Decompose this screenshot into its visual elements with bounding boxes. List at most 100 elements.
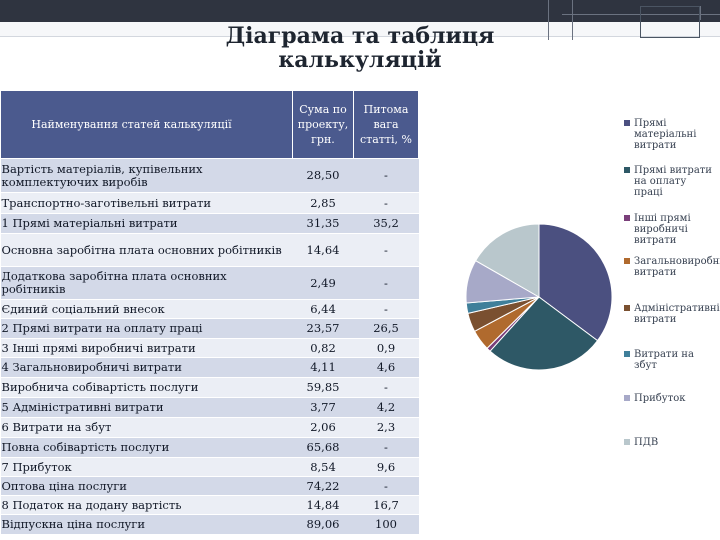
row-share: -	[353, 437, 419, 458]
row-name: Єдиний соціальний внесок	[0, 299, 293, 319]
slide-top-bar	[0, 0, 720, 22]
table-row: 7 Прибуток 8,54 9,6	[0, 457, 419, 477]
decor-line	[700, 6, 701, 20]
legend-swatch	[624, 215, 630, 221]
header-item-name: Найменування статей калькуляції	[0, 90, 293, 159]
table-row: Основна заробітна плата основних робітни…	[0, 233, 419, 267]
legend-label: Прибуток	[634, 393, 686, 404]
row-sum: 65,68	[292, 437, 354, 458]
cost-structure-pie-chart	[465, 223, 613, 371]
row-name: Додаткова заробітна плата основних робіт…	[0, 266, 293, 300]
table-row: Вартість матеріалів, купівельних комплек…	[0, 158, 419, 193]
legend-label: Прямі витрати на оплату праці	[634, 165, 712, 198]
row-share: 26,5	[353, 318, 419, 339]
row-sum: 31,35	[292, 213, 354, 234]
row-name: 6 Витрати на збут	[0, 417, 293, 438]
table-row: Виробнича собівартість послуги 59,85-	[0, 377, 419, 398]
row-name: 8 Податок на додану вартість	[0, 495, 293, 515]
row-share: 0,9	[353, 338, 419, 358]
slide-top-rule	[0, 36, 720, 37]
row-name: 4 Загальновиробничі витрати	[0, 357, 293, 378]
row-name: Оптова ціна послуги	[0, 476, 293, 496]
legend-swatch	[624, 351, 630, 357]
legend-label: Інші прямі виробничі витрати	[634, 213, 691, 246]
row-sum: 59,85	[292, 377, 354, 398]
row-share: 16,7	[353, 495, 419, 515]
row-sum: 3,77	[292, 397, 354, 418]
row-name: 3 Інші прямі виробничі витрати	[0, 338, 293, 358]
row-share: -	[353, 192, 419, 214]
row-share: 2,3	[353, 417, 419, 438]
row-sum: 8,54	[292, 457, 354, 477]
row-sum: 0,82	[292, 338, 354, 358]
row-share: -	[353, 299, 419, 319]
row-sum: 4,11	[292, 357, 354, 378]
row-name: 1 Прямі матеріальні витрати	[0, 213, 293, 234]
slide-title: Діаграма та таблиця калькуляцій	[210, 24, 510, 72]
decor-line	[562, 14, 720, 15]
table-row: Додаткова заробітна плата основних робіт…	[0, 266, 419, 300]
header-share: Питома вага статті, %	[353, 90, 419, 159]
legend-label: Витрати на збут	[634, 349, 694, 371]
pie-slice	[538, 223, 613, 342]
table-row: Єдиний соціальний внесок 6,44-	[0, 299, 419, 319]
row-sum: 89,06	[292, 514, 354, 535]
legend-swatch	[624, 258, 630, 264]
table-row: 2 Прямі витрати на оплату праці 23,57 26,5	[0, 318, 419, 339]
row-name: Вартість матеріалів, купівельних комплек…	[0, 158, 293, 193]
header-sum: Сума по проекту, грн.	[292, 90, 354, 159]
row-name: Транспортно-заготівельні витрати	[0, 192, 293, 214]
row-share: -	[353, 158, 419, 193]
table-row: 8 Податок на додану вартість 14,84 16,7	[0, 495, 419, 515]
slide-top-band	[0, 22, 720, 36]
decor-square	[640, 6, 700, 38]
row-name: Повна собівартість послуги	[0, 437, 293, 458]
calculation-table-body: Вартість матеріалів, купівельних комплек…	[0, 158, 419, 535]
table-row: 6 Витрати на збут 2,06 2,3	[0, 417, 419, 438]
row-share: -	[353, 266, 419, 300]
row-sum: 2,06	[292, 417, 354, 438]
calculation-table: Найменування статей калькуляції Сума по …	[0, 90, 419, 535]
row-sum: 6,44	[292, 299, 354, 319]
legend-swatch	[624, 439, 630, 445]
legend-swatch	[624, 120, 630, 126]
row-sum: 28,50	[292, 158, 354, 193]
pie-slice	[475, 223, 540, 298]
table-row: Оптова ціна послуги 74,22-	[0, 476, 419, 496]
row-sum: 14,64	[292, 233, 354, 267]
row-sum: 14,84	[292, 495, 354, 515]
row-sum: 2,49	[292, 266, 354, 300]
legend-label: ПДВ	[634, 437, 659, 448]
table-row: 4 Загальновиробничі витрати 4,11 4,6	[0, 357, 419, 378]
row-share: 4,2	[353, 397, 419, 418]
row-name: Виробнича собівартість послуги	[0, 377, 293, 398]
legend-label: Адміністративні витрати	[634, 303, 720, 325]
row-name: Основна заробітна плата основних робітни…	[0, 233, 293, 267]
row-share: 100	[353, 514, 419, 535]
table-row: 1 Прямі матеріальні витрати 31,35 35,2	[0, 213, 419, 234]
decor-line	[548, 0, 549, 40]
table-row: 3 Інші прямі виробничі витрати 0,82 0,9	[0, 338, 419, 358]
table-row: Відпускна ціна послуги 89,06 100	[0, 514, 419, 535]
row-name: Відпускна ціна послуги	[0, 514, 293, 535]
row-share: -	[353, 377, 419, 398]
row-sum: 23,57	[292, 318, 354, 339]
row-share: -	[353, 233, 419, 267]
legend-label: Прямі матеріальні витрати	[634, 118, 697, 151]
slide-title-line2: калькуляцій	[278, 47, 442, 73]
pie-slice	[489, 296, 599, 371]
row-share: 4,6	[353, 357, 419, 378]
legend-label: Загальновиробничі витрати	[634, 256, 720, 278]
row-sum: 74,22	[292, 476, 354, 496]
table-row: Повна собівартість послуги 65,68-	[0, 437, 419, 458]
row-share: -	[353, 476, 419, 496]
table-row: Транспортно-заготівельні витрати 2,85-	[0, 192, 419, 214]
row-name: 7 Прибуток	[0, 457, 293, 477]
legend-swatch	[624, 167, 630, 173]
row-sum: 2,85	[292, 192, 354, 214]
row-name: 2 Прямі витрати на оплату праці	[0, 318, 293, 339]
decor-line	[572, 0, 573, 40]
table-row: 5 Адміністративні витрати 3,77 4,2	[0, 397, 419, 418]
row-share: 9,6	[353, 457, 419, 477]
row-share: 35,2	[353, 213, 419, 234]
